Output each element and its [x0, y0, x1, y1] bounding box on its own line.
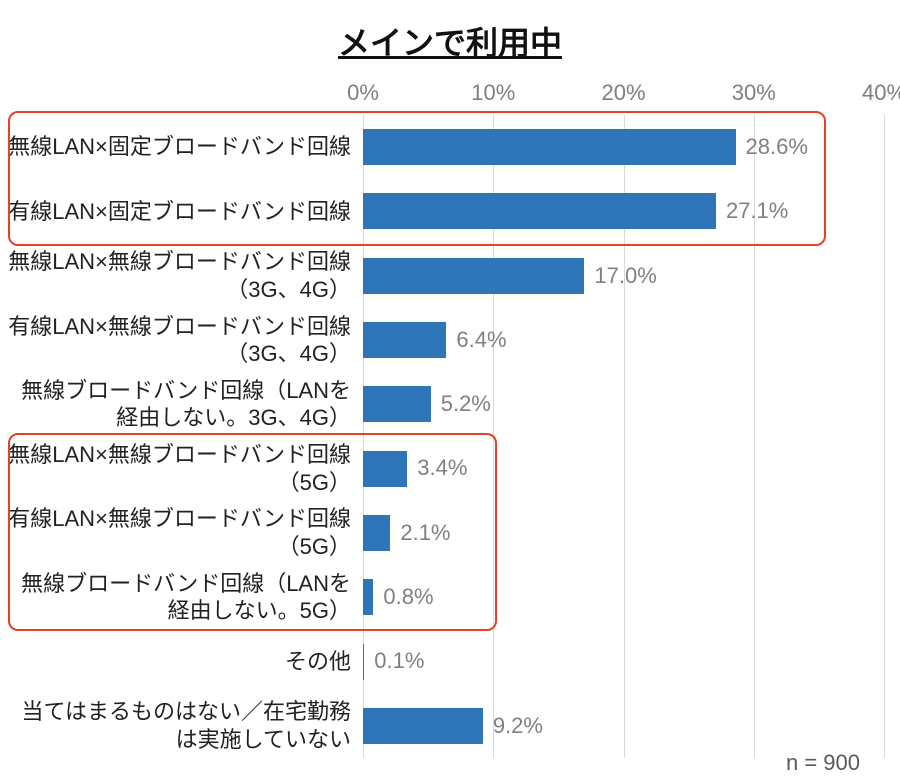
category-label: 無線ブロードバンド回線（LANを経由しない。3G、4G） [0, 377, 351, 432]
highlight-box [8, 111, 826, 246]
value-label: 5.2% [441, 391, 491, 417]
category-label-cell: 有線LAN×無線ブロードバンド回線（3G、4G） [0, 308, 357, 372]
sample-size-label: n = 900 [786, 750, 860, 776]
x-axis-tick-label: 20% [601, 80, 645, 106]
value-label: 6.4% [456, 327, 506, 353]
bar [363, 258, 584, 294]
value-label: 0.1% [374, 648, 424, 674]
category-label-cell: 無線LAN×無線ブロードバンド回線（3G、4G） [0, 244, 357, 308]
bar [363, 708, 483, 744]
bar-row: 当てはまるものはない／在宅勤務は実施していない 9.2% [0, 694, 900, 758]
category-label: 当てはまるものはない／在宅勤務は実施していない [0, 698, 351, 753]
bar [363, 322, 446, 358]
category-label: 有線LAN×無線ブロードバンド回線（3G、4G） [0, 313, 351, 368]
bar-row: 有線LAN×無線ブロードバンド回線（3G、4G） 6.4% [0, 308, 900, 372]
category-label-cell: 無線ブロードバンド回線（LANを経由しない。3G、4G） [0, 372, 357, 436]
value-label: 17.0% [594, 263, 656, 289]
horizontal-bar-chart: メインで利用中 0%10%20%30%40% 無線LAN×固定ブロードバンド回線… [0, 0, 900, 782]
bar [363, 644, 364, 680]
value-label: 9.2% [493, 713, 543, 739]
highlight-box [8, 433, 497, 632]
category-label: 無線LAN×無線ブロードバンド回線（3G、4G） [0, 248, 351, 303]
x-axis-tick-label: 40% [862, 80, 900, 106]
x-axis-tick-label: 0% [347, 80, 379, 106]
category-label-cell: 当てはまるものはない／在宅勤務は実施していない [0, 694, 357, 758]
category-label-cell: その他 [0, 629, 357, 693]
bar-row: その他 0.1% [0, 629, 900, 693]
x-axis-tick-label: 10% [471, 80, 515, 106]
chart-title: メインで利用中 [0, 18, 900, 64]
bar-row: 無線LAN×無線ブロードバンド回線（3G、4G） 17.0% [0, 244, 900, 308]
bar [363, 386, 431, 422]
bar-row: 無線ブロードバンド回線（LANを経由しない。3G、4G） 5.2% [0, 372, 900, 436]
category-label: その他 [285, 648, 351, 676]
x-axis-tick-label: 30% [732, 80, 776, 106]
